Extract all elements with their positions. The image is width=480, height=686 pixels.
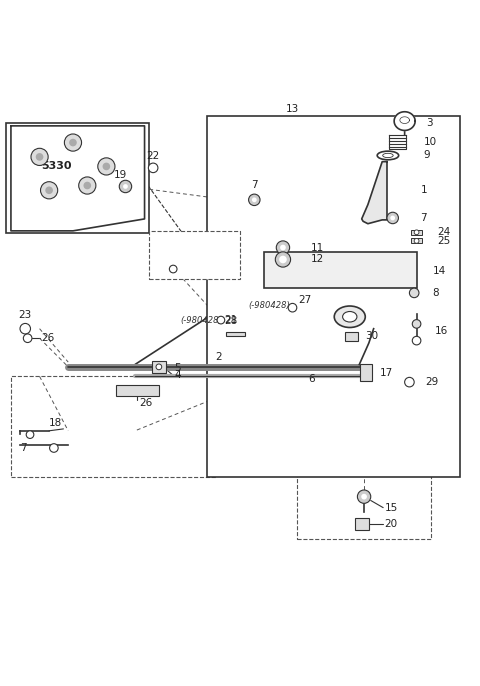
Ellipse shape — [377, 151, 399, 160]
Ellipse shape — [383, 153, 393, 158]
Circle shape — [361, 494, 367, 499]
Text: 26: 26 — [41, 333, 54, 343]
Circle shape — [390, 215, 395, 220]
Bar — [6, 123, 149, 233]
Text: 1: 1 — [420, 185, 427, 196]
Circle shape — [36, 153, 43, 161]
Text: 26: 26 — [139, 398, 152, 408]
Text: 16: 16 — [435, 326, 448, 336]
Text: 9: 9 — [424, 150, 431, 161]
Circle shape — [24, 334, 32, 342]
FancyBboxPatch shape — [149, 231, 240, 279]
Text: 14: 14 — [432, 266, 445, 276]
Text: 21: 21 — [166, 252, 181, 262]
Circle shape — [412, 336, 421, 345]
Circle shape — [123, 184, 128, 189]
Text: (-980428): (-980428) — [180, 316, 222, 324]
Bar — [206, 117, 459, 477]
Circle shape — [276, 241, 289, 255]
Text: 23: 23 — [19, 310, 32, 320]
Text: (980428-): (980428-) — [161, 243, 206, 252]
Circle shape — [64, 134, 82, 151]
Circle shape — [156, 364, 162, 370]
Circle shape — [249, 194, 260, 206]
Circle shape — [148, 163, 158, 173]
Text: 27: 27 — [298, 295, 312, 305]
Text: 29: 29 — [425, 377, 438, 387]
Bar — [226, 331, 245, 336]
Circle shape — [279, 256, 287, 263]
Text: 22: 22 — [146, 151, 160, 161]
Text: 24: 24 — [437, 227, 450, 237]
Circle shape — [409, 288, 419, 298]
Text: 7: 7 — [420, 213, 427, 223]
Polygon shape — [394, 112, 415, 130]
Circle shape — [280, 245, 286, 250]
Circle shape — [98, 158, 115, 175]
Bar — [411, 230, 422, 235]
Circle shape — [103, 163, 110, 170]
Bar — [355, 518, 369, 530]
Circle shape — [252, 198, 257, 202]
Bar — [152, 361, 166, 372]
Text: 8: 8 — [432, 288, 439, 298]
Text: 15: 15 — [384, 503, 398, 512]
Text: 5330: 5330 — [41, 161, 72, 172]
Circle shape — [288, 303, 297, 312]
Bar — [116, 385, 159, 397]
Text: 21: 21 — [224, 315, 237, 325]
Ellipse shape — [343, 311, 357, 322]
Circle shape — [217, 316, 225, 324]
Text: 13: 13 — [286, 104, 299, 114]
Bar — [297, 472, 431, 539]
Text: 12: 12 — [311, 255, 324, 265]
Text: 2: 2 — [215, 352, 222, 362]
Circle shape — [169, 265, 177, 273]
Text: 3: 3 — [426, 119, 433, 128]
Circle shape — [45, 187, 53, 194]
Bar — [345, 332, 359, 341]
Text: (-980428): (-980428) — [249, 301, 290, 310]
Bar — [411, 239, 422, 244]
Text: 25: 25 — [437, 236, 450, 246]
Circle shape — [119, 180, 132, 193]
Circle shape — [358, 490, 371, 504]
Text: 10: 10 — [424, 137, 437, 147]
Bar — [264, 252, 417, 288]
Circle shape — [84, 182, 91, 189]
Circle shape — [69, 139, 77, 146]
Text: 28: 28 — [224, 316, 237, 327]
Ellipse shape — [334, 306, 365, 327]
Text: 4: 4 — [175, 370, 181, 381]
Circle shape — [412, 320, 421, 328]
Text: 18: 18 — [49, 418, 62, 428]
Text: 17: 17 — [380, 368, 393, 378]
Text: 7: 7 — [251, 180, 258, 190]
Circle shape — [26, 431, 34, 438]
Text: 11: 11 — [311, 243, 324, 252]
Text: 20: 20 — [384, 519, 398, 530]
Polygon shape — [362, 162, 387, 224]
Circle shape — [31, 148, 48, 165]
Circle shape — [20, 323, 31, 334]
Circle shape — [387, 212, 398, 224]
Circle shape — [414, 230, 419, 235]
Bar — [360, 364, 372, 381]
Text: 6: 6 — [308, 374, 315, 383]
Circle shape — [49, 444, 58, 452]
Text: 30: 30 — [365, 331, 379, 342]
Circle shape — [79, 177, 96, 194]
Text: 7: 7 — [21, 443, 27, 453]
Circle shape — [40, 182, 58, 199]
Circle shape — [405, 377, 414, 387]
Circle shape — [276, 252, 290, 267]
Circle shape — [414, 239, 419, 244]
Text: 5: 5 — [175, 363, 181, 372]
Bar — [11, 377, 216, 477]
Text: 19: 19 — [114, 170, 127, 180]
Polygon shape — [11, 126, 144, 231]
